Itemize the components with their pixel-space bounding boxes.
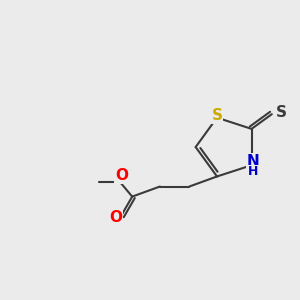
Text: O: O xyxy=(110,210,122,225)
Text: S: S xyxy=(276,105,287,120)
Text: H: H xyxy=(248,165,258,178)
Text: O: O xyxy=(115,168,128,183)
Text: S: S xyxy=(212,108,223,123)
Text: N: N xyxy=(247,154,260,169)
